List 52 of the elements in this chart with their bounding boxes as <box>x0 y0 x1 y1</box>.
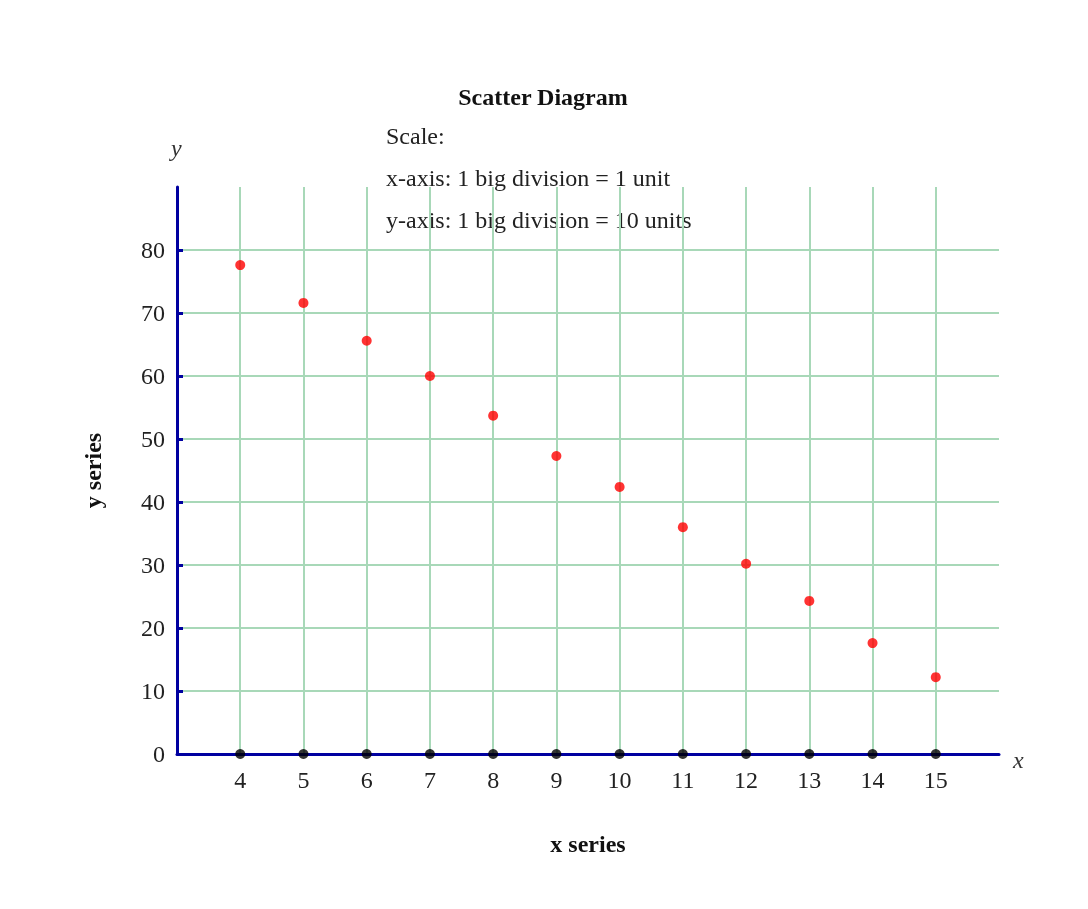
x-tick-label: 9 <box>550 767 563 793</box>
point <box>930 672 941 683</box>
point <box>741 558 752 569</box>
x-tick-label: 6 <box>360 767 373 793</box>
x-axis-title: x series <box>550 831 626 857</box>
x-tick-label: 13 <box>797 767 822 793</box>
x-tick-label: 7 <box>423 767 436 793</box>
point <box>551 749 562 759</box>
text: x <box>1012 747 1024 773</box>
point <box>867 749 878 759</box>
point <box>235 260 246 271</box>
x-tick-label: 5 <box>297 767 310 793</box>
y-tick-label: 40 <box>141 489 165 515</box>
point <box>677 522 688 533</box>
y-tick-label: 0 <box>153 741 165 767</box>
y-tick-label: 30 <box>141 552 165 578</box>
point <box>424 371 435 381</box>
point <box>361 749 372 759</box>
y-tick-label: 60 <box>141 363 165 389</box>
point <box>551 451 562 462</box>
point <box>361 335 372 346</box>
annotation: x-axis: 1 big division = 1 unit <box>386 165 671 191</box>
y-tick-label: 20 <box>141 615 165 641</box>
y-axis-title: y series <box>80 432 106 509</box>
x-tick-label: 10 <box>607 767 632 793</box>
x-tick-label: 12 <box>734 767 759 793</box>
point <box>614 749 625 759</box>
x-tick-label: 11 <box>671 767 695 793</box>
y-tick-label: 50 <box>141 426 165 452</box>
x-tick-label: 14 <box>860 767 885 793</box>
text: y <box>169 135 182 161</box>
point <box>488 410 499 421</box>
chart-title: Scatter Diagram <box>458 84 628 110</box>
point <box>235 749 246 759</box>
point <box>741 749 752 759</box>
point <box>867 638 878 649</box>
point <box>614 481 625 492</box>
y-tick-label: 80 <box>141 237 165 263</box>
point <box>424 749 435 759</box>
point <box>677 749 688 759</box>
point <box>488 749 499 759</box>
point <box>298 749 309 759</box>
y-tick-label: 70 <box>141 300 165 326</box>
x-tick-label: 15 <box>923 767 948 793</box>
x-tick-label: 8 <box>487 767 500 793</box>
point <box>804 595 815 606</box>
point <box>298 297 309 308</box>
x-tick-label: 4 <box>234 767 247 793</box>
point <box>930 749 941 759</box>
y-tick-label: 10 <box>141 678 165 704</box>
text: Scale: <box>386 123 445 149</box>
point <box>804 749 815 759</box>
